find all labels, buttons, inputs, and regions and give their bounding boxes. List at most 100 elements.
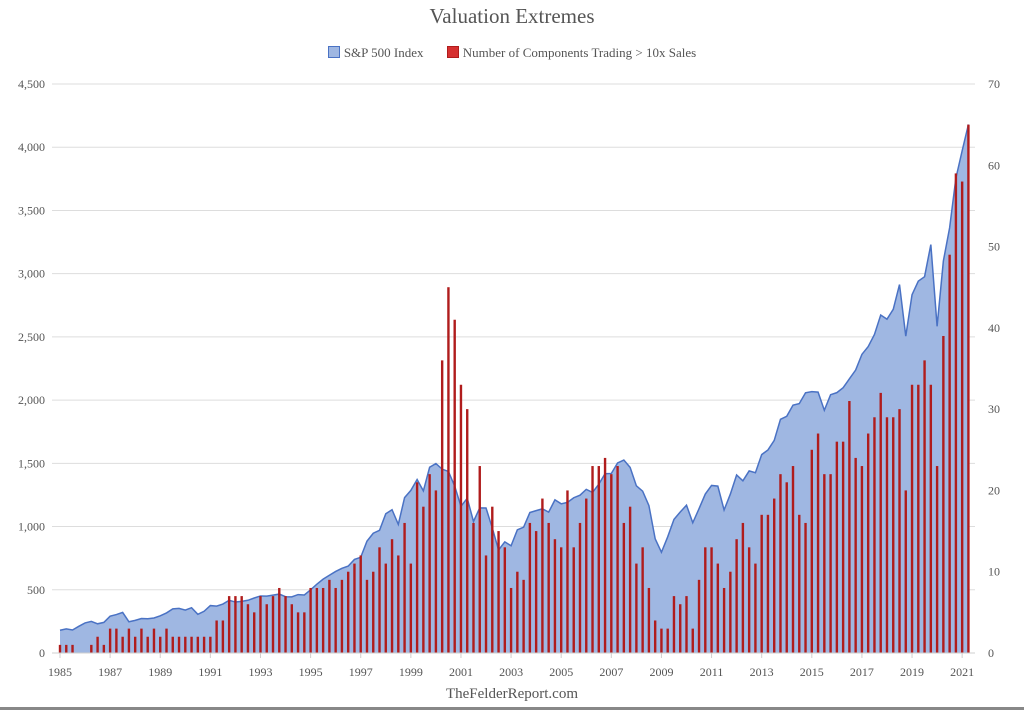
component-bar	[484, 555, 488, 653]
component-bar	[879, 392, 882, 653]
component-bar	[315, 587, 319, 653]
x-tick-label: 1985	[48, 665, 72, 679]
component-bar	[735, 539, 738, 653]
component-bar	[904, 490, 907, 653]
component-bar	[58, 644, 62, 653]
component-bar	[866, 433, 870, 653]
component-bar	[240, 596, 243, 653]
component-bar	[227, 596, 231, 653]
component-bar	[491, 506, 494, 653]
component-bar	[917, 384, 920, 653]
component-bar	[647, 587, 651, 653]
legend-swatch-area	[327, 46, 340, 58]
component-bar	[246, 604, 250, 653]
component-bar	[823, 474, 826, 653]
component-bar	[459, 384, 463, 653]
component-bar	[384, 563, 387, 653]
sp500-area	[59, 124, 970, 653]
y-right-tick-label: 50	[988, 240, 1000, 254]
component-bar	[885, 417, 889, 653]
x-tick-label: 2001	[449, 665, 473, 679]
component-bar	[221, 620, 225, 653]
component-bar	[440, 360, 444, 653]
component-bar	[773, 498, 776, 653]
component-bar	[704, 547, 707, 653]
component-bar	[146, 636, 149, 653]
y-left-tick-label: 4,000	[18, 140, 45, 154]
component-bar	[566, 490, 569, 653]
component-bar	[209, 636, 212, 653]
component-bar	[409, 563, 413, 653]
component-bar	[948, 254, 951, 653]
component-bar	[672, 596, 676, 653]
component-bar	[528, 522, 532, 653]
component-bar	[447, 287, 450, 653]
component-bar	[71, 644, 74, 653]
component-bar	[202, 636, 206, 653]
component-bar	[560, 547, 563, 653]
component-bar	[691, 628, 694, 653]
component-bar	[578, 522, 582, 653]
component-bar	[572, 547, 575, 653]
component-bar	[90, 644, 93, 653]
x-tick-label: 2009	[649, 665, 673, 679]
component-bar	[942, 335, 945, 653]
y-left-tick-label: 1,500	[18, 456, 45, 470]
component-bar	[804, 522, 807, 653]
y-right-tick-label: 10	[988, 565, 1000, 579]
component-bar	[152, 628, 156, 653]
component-bar	[954, 173, 958, 653]
component-bar	[278, 587, 281, 653]
component-bar	[390, 539, 394, 653]
component-bar	[873, 417, 876, 653]
y-left-tick-label: 3,000	[18, 267, 45, 281]
component-bar	[935, 466, 939, 653]
component-bar	[472, 522, 475, 653]
component-bar	[127, 628, 131, 653]
component-bar	[585, 498, 588, 653]
component-bar	[309, 587, 312, 653]
legend-label-sp500: S&P 500 Index	[343, 45, 424, 60]
component-bar	[353, 563, 356, 653]
component-bar	[785, 482, 788, 653]
component-bar	[616, 466, 619, 653]
x-tick-label: 2021	[950, 665, 974, 679]
component-bar	[854, 457, 857, 653]
y-left-tick-label: 2,500	[18, 330, 45, 344]
component-bar	[284, 596, 287, 653]
component-bars	[58, 124, 970, 654]
component-bar	[898, 409, 901, 653]
component-bar	[685, 596, 688, 653]
chart-title: Valuation Extremes	[429, 4, 595, 28]
x-tick-label: 1993	[248, 665, 272, 679]
sp500-line	[59, 124, 970, 631]
component-bar	[747, 547, 751, 653]
component-bar	[641, 547, 644, 653]
component-bar	[635, 563, 638, 653]
x-tick-label: 2005	[549, 665, 573, 679]
component-bar	[509, 587, 513, 653]
component-bar	[660, 628, 663, 653]
source-label: TheFelderReport.com	[445, 686, 579, 702]
x-tick-label: 1991	[198, 665, 222, 679]
component-bar	[177, 636, 181, 653]
component-bar	[810, 449, 813, 653]
sp500-area-fill	[60, 124, 969, 653]
x-tick-label: 1997	[349, 665, 373, 679]
x-tick-label: 1989	[148, 665, 172, 679]
component-bar	[321, 587, 325, 653]
component-bar	[434, 490, 438, 653]
component-bar	[378, 547, 381, 653]
component-bar	[760, 514, 763, 653]
component-bar	[234, 596, 237, 653]
component-bar	[265, 604, 268, 653]
component-bar	[171, 636, 174, 653]
component-bar	[497, 531, 500, 653]
y-right-tick-label: 0	[988, 646, 994, 660]
component-bar	[829, 474, 832, 653]
component-bar	[346, 571, 350, 653]
component-bar	[478, 466, 481, 653]
component-bar	[303, 612, 306, 653]
component-bar	[115, 628, 118, 653]
